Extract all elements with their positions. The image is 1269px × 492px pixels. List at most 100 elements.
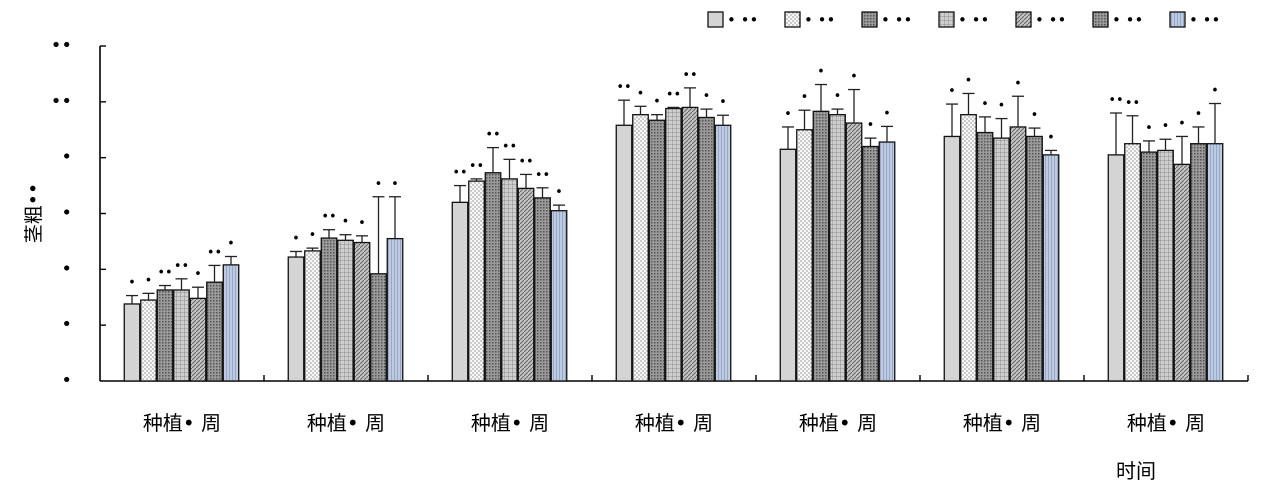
significance-label: •• [1125, 96, 1140, 111]
significance-label: • [1031, 108, 1039, 123]
significance-label: • [391, 177, 399, 192]
bar [796, 129, 813, 382]
significance-label: • [784, 107, 792, 122]
bar [632, 114, 649, 382]
legend-swatch [707, 11, 724, 28]
y-tick-label: • [61, 203, 72, 224]
legend-label: • •• [881, 11, 912, 29]
bar [206, 281, 223, 382]
significance-label: •• [469, 159, 484, 174]
significance-label: •• [452, 166, 467, 181]
plot-area: •••••••••• ••• ••••••种植• 周• ••• • •• •种植• 周•• •… [51, 11, 1249, 435]
legend-label: • •• [1035, 11, 1066, 29]
bar [829, 114, 846, 382]
significance-label: • [719, 95, 727, 110]
significance-label: • [867, 118, 875, 133]
x-tick-label: 种植• 周 [635, 411, 713, 435]
bar [1190, 143, 1207, 382]
bar [665, 107, 682, 382]
x-tick-label: 种植• 周 [799, 411, 877, 435]
legend: • •• • •• • •• • •• • •• • •• • •• [707, 11, 1220, 29]
significance-label: • [309, 228, 317, 243]
significance-label: • [194, 267, 202, 282]
significance-label: •• [666, 87, 681, 102]
legend-swatch [784, 11, 801, 28]
y-tick-label: •• [51, 91, 72, 112]
y-tick-label: • [61, 370, 72, 391]
bar [1157, 149, 1174, 382]
bar [517, 187, 535, 382]
bar [698, 116, 715, 382]
bar [468, 180, 485, 382]
significance-label: •• [485, 128, 500, 143]
bar [123, 303, 141, 382]
bar [370, 273, 387, 382]
significance-label: • [1047, 130, 1055, 145]
bar [173, 289, 190, 382]
significance-label: • [653, 95, 661, 110]
x-tick-label: 种植• 周 [307, 411, 385, 435]
significance-label: •• [535, 168, 550, 183]
legend-swatch [938, 11, 955, 28]
bar [320, 237, 338, 382]
significance-label: • [1145, 121, 1153, 136]
bar [550, 210, 568, 382]
y-tick-label: • [61, 258, 72, 279]
bar [943, 135, 961, 382]
bar [1107, 154, 1125, 382]
y-tick-label: • [61, 147, 72, 168]
significance-label: • [981, 97, 989, 112]
bar [960, 114, 977, 382]
significance-label: •• [174, 259, 189, 274]
legend-swatch [1092, 11, 1109, 28]
legend-swatch [861, 11, 878, 28]
bar [451, 201, 469, 382]
significance-label: •• [502, 139, 517, 154]
significance-label: • [801, 90, 809, 105]
significance-label: • [145, 273, 153, 288]
significance-label: • [1195, 107, 1203, 122]
significance-label: •• [682, 68, 697, 83]
legend-label: • •• [804, 11, 835, 29]
significance-label: • [128, 276, 136, 291]
bar [648, 119, 666, 382]
x-tick-label: 种植• 周 [471, 411, 549, 435]
legend-label: • •• [1189, 11, 1220, 29]
y-tick-label: • [61, 314, 72, 335]
significance-label: • [292, 231, 300, 246]
significance-label: • [998, 99, 1006, 114]
bar [878, 141, 896, 382]
significance-label: • [850, 70, 858, 85]
significance-label: • [703, 89, 711, 104]
significance-label: • [637, 86, 645, 101]
bar [304, 250, 321, 382]
x-tick-label: 种植• 周 [963, 411, 1041, 435]
significance-label: • [1014, 76, 1022, 91]
bar [534, 197, 551, 382]
bar [1140, 151, 1158, 382]
bar [845, 122, 863, 382]
legend-label: • •• [958, 11, 989, 29]
legend-swatch [1169, 11, 1186, 28]
x-tick-label: 种植• 周 [1127, 411, 1205, 435]
x-axis-label: 时间 [1116, 459, 1156, 483]
significance-label: • [817, 65, 825, 80]
bar [140, 299, 157, 382]
significance-label: •• [157, 266, 172, 281]
x-tick-label: 种植• 周 [143, 411, 221, 435]
significance-label: • [1178, 116, 1186, 131]
significance-label: • [1211, 84, 1219, 99]
y-axis-label: 茎粗•• [23, 183, 45, 243]
significance-label: • [555, 185, 563, 200]
bar [353, 241, 371, 382]
bar [681, 106, 699, 382]
bar [222, 264, 240, 382]
significance-label: •• [518, 154, 533, 169]
bar [1173, 163, 1191, 382]
bar [484, 172, 502, 382]
significance-label: • [948, 84, 956, 99]
bar [156, 289, 174, 382]
significance-label: • [227, 236, 235, 251]
bar [993, 137, 1010, 382]
significance-label: • [375, 177, 383, 192]
